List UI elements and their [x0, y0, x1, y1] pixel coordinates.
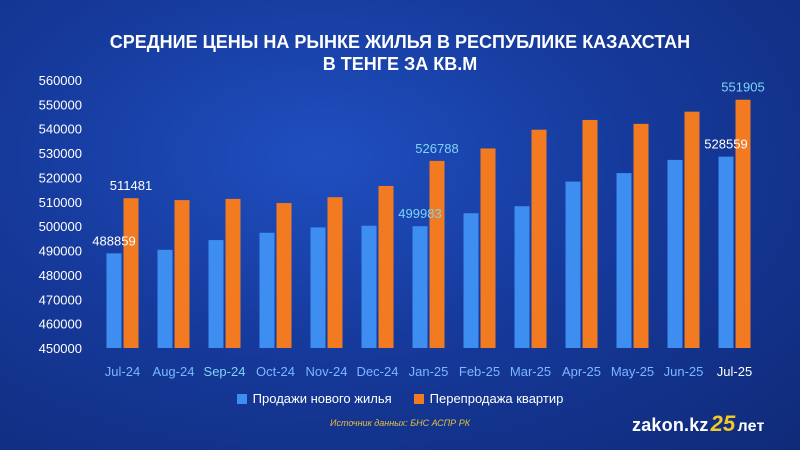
bar-new-housing: [514, 206, 530, 348]
brand-name: zakon.kz: [632, 415, 709, 435]
y-tick-label: 530000: [39, 146, 82, 161]
legend-swatch-resale: [413, 393, 424, 404]
source-note: Источник данных: БНС АСПР РК: [330, 418, 470, 428]
x-tick-label: Nov-24: [306, 364, 348, 379]
bar-resale: [276, 203, 292, 348]
legend-label-new-housing: Продажи нового жилья: [252, 391, 392, 406]
y-tick-label: 470000: [39, 292, 82, 307]
legend-swatch-new-housing: [236, 393, 247, 404]
y-tick-label: 540000: [39, 122, 82, 137]
bar-resale: [429, 160, 445, 348]
x-tick-label: Oct-24: [256, 364, 295, 379]
y-tick-label: 510000: [39, 195, 82, 210]
data-label: 551905: [721, 80, 764, 95]
y-tick-label: 450000: [39, 341, 82, 356]
bar-new-housing: [463, 213, 479, 348]
x-tick-label: Apr-25: [562, 364, 601, 379]
bar-new-housing: [310, 227, 326, 348]
bar-resale: [735, 99, 751, 348]
y-tick-label: 560000: [39, 73, 82, 88]
legend-item-new-housing: Продажи нового жилья: [236, 391, 392, 406]
x-tick-label: Aug-24: [153, 364, 195, 379]
bar-new-housing: [718, 156, 734, 348]
bar-resale: [480, 148, 496, 348]
y-tick-label: 460000: [39, 317, 82, 332]
data-label: 526788: [415, 141, 458, 156]
bar-new-housing: [106, 253, 122, 348]
brand-anniversary-suffix: лет: [737, 418, 765, 435]
x-tick-label: Feb-25: [459, 364, 500, 379]
chart-title-line-2: В ТЕНГЕ ЗА КВ.М: [322, 54, 478, 74]
bar-new-housing: [259, 232, 275, 348]
bar-new-housing: [157, 249, 173, 348]
y-tick-label: 490000: [39, 244, 82, 259]
brand-logo: zakon.kz 25 лет: [632, 411, 765, 437]
bar-new-housing: [361, 225, 377, 348]
x-tick-label: Dec-24: [357, 364, 399, 379]
bar-resale: [174, 200, 190, 348]
legend-item-resale: Перепродажа квартир: [413, 391, 564, 406]
data-label: 528559: [704, 137, 747, 152]
bar-resale: [378, 185, 394, 348]
x-tick-label: Jan-25: [409, 364, 449, 379]
bar-new-housing: [208, 240, 224, 348]
x-tick-label: Jun-25: [664, 364, 704, 379]
x-tick-label: May-25: [611, 364, 654, 379]
x-tick-label: Jul-24: [105, 364, 140, 379]
bar-resale: [531, 129, 547, 348]
x-tick-label: Sep-24: [204, 364, 246, 379]
bar-new-housing: [412, 226, 428, 348]
bar-resale: [327, 197, 343, 348]
y-tick-label: 500000: [39, 219, 82, 234]
bar-resale: [123, 198, 139, 348]
data-label: 511481: [110, 178, 152, 193]
bar-resale: [582, 119, 598, 348]
bar-new-housing: [667, 159, 683, 348]
y-tick-label: 520000: [39, 170, 82, 185]
data-label: 488859: [92, 233, 135, 248]
y-tick-label: 550000: [39, 97, 82, 112]
bar-new-housing: [616, 173, 632, 348]
brand-anniversary-number: 25: [710, 411, 736, 436]
y-tick-label: 480000: [39, 268, 82, 283]
x-tick-label: Mar-25: [510, 364, 551, 379]
chart-legend: Продажи нового жилья Перепродажа квартир: [0, 391, 800, 406]
bar-new-housing: [565, 181, 581, 348]
x-tick-label: Jul-25: [717, 364, 752, 379]
chart-title-line-1: СРЕДНИЕ ЦЕНЫ НА РЫНКЕ ЖИЛЬЯ В РЕСПУБЛИКЕ…: [109, 32, 691, 52]
data-label: 499983: [398, 206, 441, 221]
bar-resale: [225, 198, 241, 348]
bar-resale: [684, 111, 700, 348]
legend-label-resale: Перепродажа квартир: [429, 391, 564, 406]
bar-resale: [633, 123, 649, 348]
